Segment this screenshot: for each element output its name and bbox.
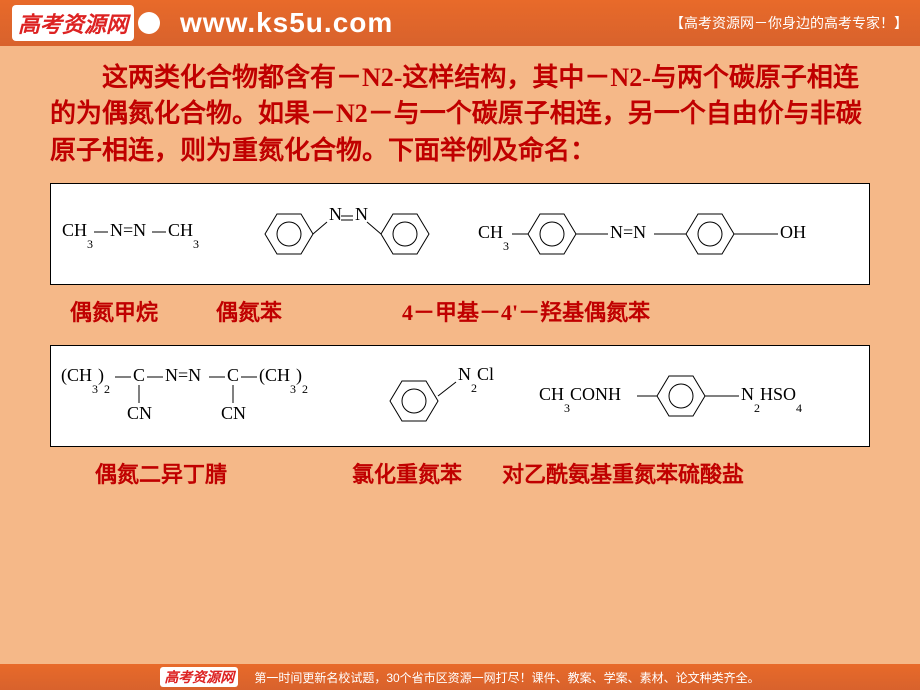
svg-text:OH: OH: [780, 222, 806, 242]
structure-diazonium-chloride: N2Cl: [370, 356, 520, 436]
svg-text:C: C: [227, 365, 239, 385]
label-acetamido-diazonium-sulfate: 对乙酰氨基重氮苯硫酸盐: [502, 457, 744, 489]
svg-text:CH3: CH3: [62, 220, 93, 251]
labels-row-1: 偶氮甲烷 偶氮苯 4－甲基－4'－羟基偶氮苯: [50, 295, 870, 327]
svg-text:(CH3)2: (CH3)2: [259, 365, 308, 396]
site-url: www.ks5u.com: [180, 7, 393, 39]
svg-text:N=N: N=N: [610, 222, 646, 242]
structure-row-2: (CH3)2 C N=N C (CH3)2 CN CN N2Cl: [50, 345, 870, 447]
label-diazonium-chloride: 氯化重氮苯: [352, 457, 462, 489]
label-azobenzene: 偶氮苯: [216, 295, 282, 327]
svg-text:N: N: [355, 204, 368, 224]
logo-text: 高考资源网: [12, 5, 134, 41]
svg-text:N: N: [329, 204, 342, 224]
svg-text:N=N: N=N: [110, 220, 146, 240]
labels-row-2: 偶氮二异丁腈 氯化重氮苯 对乙酰氨基重氮苯硫酸盐: [50, 457, 870, 489]
intro-paragraph: 这两类化合物都含有－N2-这样结构，其中－N2-与两个碳原子相连的为偶氮化合物。…: [50, 60, 870, 169]
svg-text:C: C: [133, 365, 145, 385]
structure-azomethane: CH3 N=N CH3: [62, 214, 212, 254]
site-header: 高考资源网 www.ks5u.com 【高考资源网－你身边的高考专家！】: [0, 0, 920, 46]
tagline: 【高考资源网－你身边的高考专家！】: [670, 13, 908, 33]
svg-text:N2HSO4: N2HSO4: [741, 384, 802, 415]
label-aibn: 偶氮二异丁腈: [95, 457, 227, 489]
structure-aibn: (CH3)2 C N=N C (CH3)2 CN CN: [61, 351, 351, 441]
footer-text: 第一时间更新名校试题，30个省市区资源一网打尽！课件、教案、学案、素材、论文种类…: [254, 669, 759, 686]
structure-methyl-hydroxy-azobenzene: CH3 N=N OH: [478, 194, 858, 274]
structure-row-1: CH3 N=N CH3 N N CH3: [50, 183, 870, 285]
logo-icon: [138, 12, 160, 34]
svg-text:(CH3)2: (CH3)2: [61, 365, 110, 396]
label-azomethane: 偶氮甲烷: [70, 295, 158, 327]
svg-text:N2Cl: N2Cl: [458, 364, 494, 395]
svg-text:CH3CONH: CH3CONH: [539, 384, 621, 415]
site-footer: 高考资源网 第一时间更新名校试题，30个省市区资源一网打尽！课件、教案、学案、素…: [0, 664, 920, 690]
label-methyl-hydroxy-azobenzene: 4－甲基－4'－羟基偶氮苯: [402, 295, 650, 327]
svg-text:CH3: CH3: [478, 222, 509, 253]
structure-acetamido-diazonium-sulfate: CH3CONH N2HSO4: [539, 356, 859, 436]
svg-text:CN: CN: [221, 403, 246, 423]
svg-text:N=N: N=N: [165, 365, 201, 385]
structure-azobenzene: N N: [235, 194, 455, 274]
svg-text:CH3: CH3: [168, 220, 199, 251]
svg-text:CN: CN: [127, 403, 152, 423]
footer-logo: 高考资源网: [160, 667, 238, 687]
slide-content: 这两类化合物都含有－N2-这样结构，其中－N2-与两个碳原子相连的为偶氮化合物。…: [50, 60, 870, 507]
